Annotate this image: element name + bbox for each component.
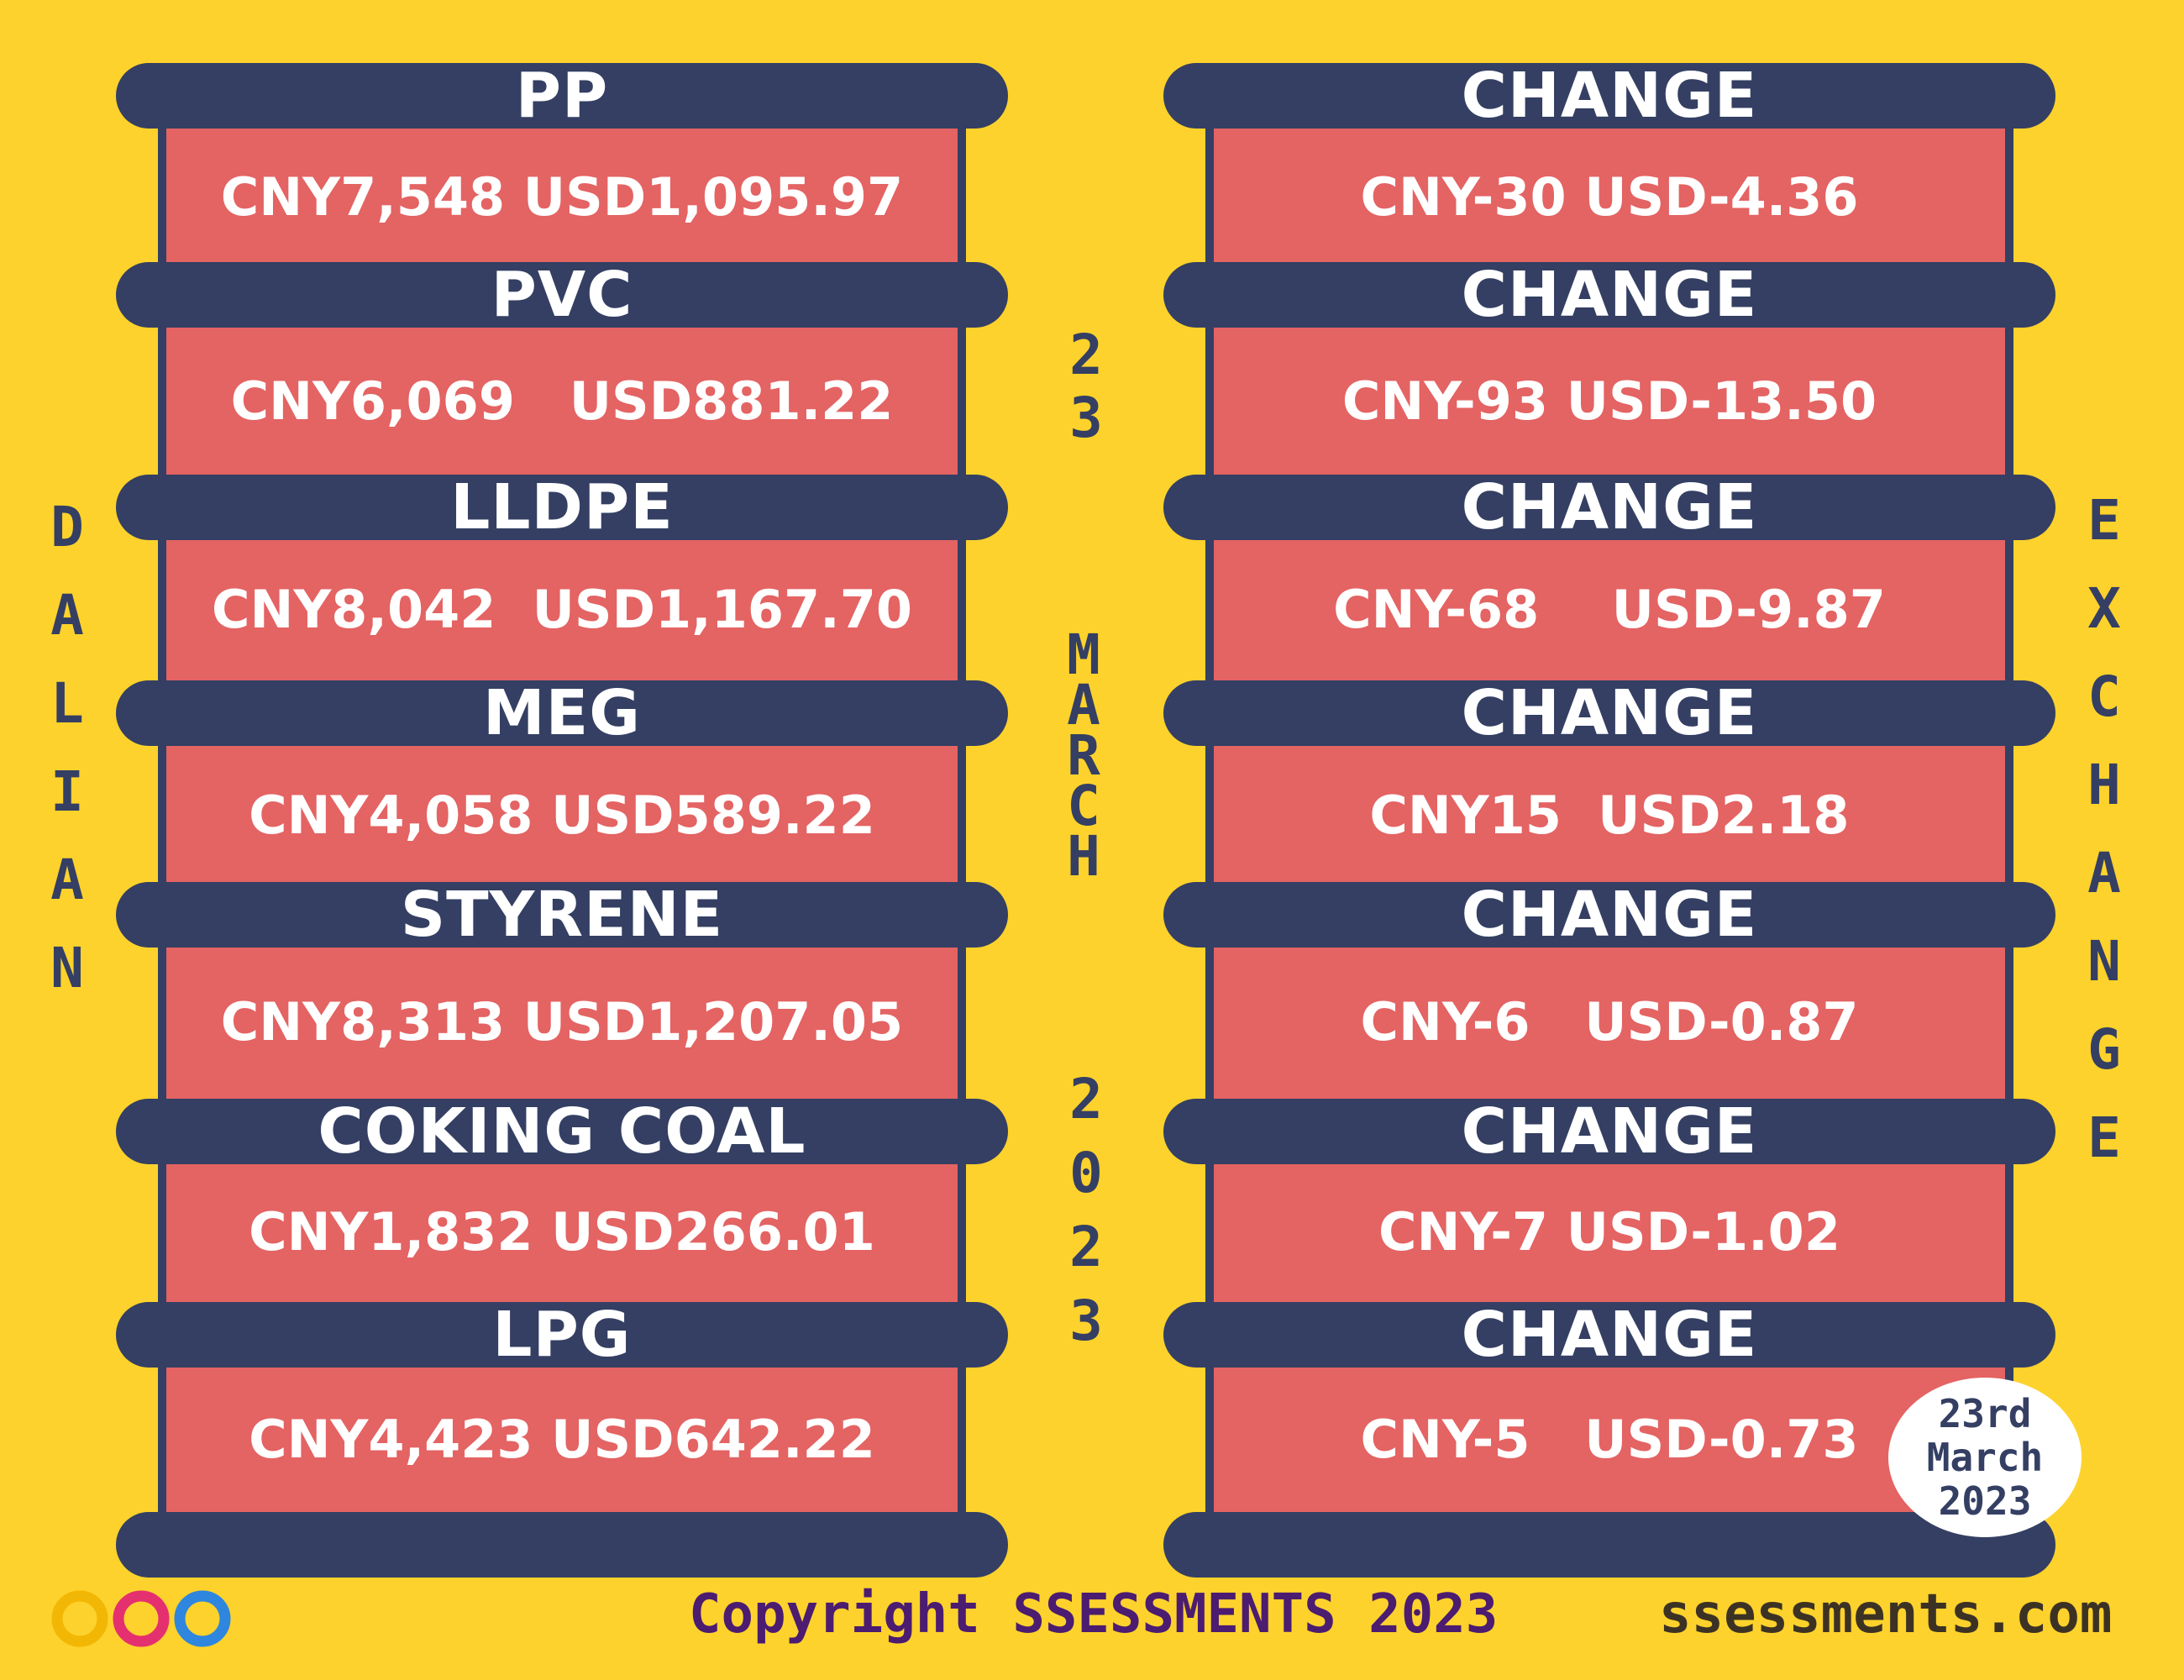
vertical-letter: M — [1067, 622, 1100, 687]
vertical-letter: H — [1067, 824, 1100, 889]
vertical-letter: X — [2087, 576, 2121, 641]
product-header-1: PP — [116, 63, 1008, 129]
date-badge-month: March — [1926, 1435, 2044, 1480]
change-header-3: CHANGE — [1163, 475, 2055, 540]
vertical-letter: E — [2087, 488, 2121, 553]
vertical-letter: 2 — [1069, 1215, 1103, 1279]
product-header-4: MEG — [116, 680, 1008, 746]
product-value-5: CNY8,313 USD1,207.05 — [158, 941, 966, 1103]
change-header-6: CHANGE — [1163, 1099, 2055, 1164]
vertical-letter: 2 — [1069, 1067, 1103, 1131]
date-badge-day: 23rd — [1938, 1391, 2032, 1436]
change-value-5: CNY-6 USD-0.87 — [1205, 941, 2013, 1103]
change-header-7: CHANGE — [1163, 1302, 2055, 1368]
product-bottom-bar — [116, 1512, 1008, 1578]
vertical-letter: N — [2087, 929, 2121, 994]
product-header-6: COKING COAL — [116, 1099, 1008, 1164]
change-header-1: CHANGE — [1163, 63, 2055, 129]
vertical-letter: H — [2087, 753, 2121, 817]
vertical-letter: A — [50, 583, 84, 648]
change-value-6: CNY-7 USD-1.02 — [1205, 1158, 2013, 1306]
vertical-letter: A — [2087, 841, 2121, 906]
website-link[interactable]: ssessments.com — [1659, 1583, 2113, 1646]
product-header-3: LLDPE — [116, 475, 1008, 540]
ssessments-logo-icon — [51, 1590, 231, 1647]
vertical-letter: A — [50, 848, 84, 912]
change-value-1: CNY-30 USD-4.36 — [1205, 126, 2013, 267]
vertical-letter: E — [2087, 1105, 2121, 1170]
change-value-7: CNY-5 USD-0.73 — [1205, 1362, 2013, 1516]
vertical-letter: 3 — [1069, 1289, 1103, 1353]
product-value-1: CNY7,548 USD1,095.97 — [158, 126, 966, 267]
vertical-letter: 2 — [1069, 323, 1103, 387]
date-badge: 23rd March 2023 — [1888, 1378, 2082, 1537]
vertical-letter: 0 — [1069, 1141, 1103, 1205]
change-header-5: CHANGE — [1163, 882, 2055, 948]
vertical-letter: C — [2087, 664, 2121, 729]
date-badge-year: 2023 — [1938, 1478, 2032, 1524]
vertical-letter: 3 — [1069, 386, 1103, 450]
change-bottom-bar — [1163, 1512, 2055, 1578]
change-header-2: CHANGE — [1163, 262, 2055, 328]
vertical-letter: G — [2087, 1017, 2121, 1082]
vertical-letter: L — [50, 671, 84, 736]
vertical-letter: N — [50, 936, 84, 1000]
change-header-4: CHANGE — [1163, 680, 2055, 746]
product-header-7: LPG — [116, 1302, 1008, 1368]
change-value-4: CNY15 USD2.18 — [1205, 743, 2013, 886]
product-value-3: CNY8,042 USD1,167.70 — [158, 533, 966, 685]
product-header-5: STYRENE — [116, 882, 1008, 948]
product-value-6: CNY1,832 USD266.01 — [158, 1158, 966, 1306]
change-value-3: CNY-68 USD-9.87 — [1205, 533, 2013, 685]
vertical-letter: C — [1067, 774, 1100, 838]
product-value-2: CNY6,069 USD881.22 — [158, 323, 966, 479]
product-value-4: CNY4,058 USD589.22 — [158, 743, 966, 886]
vertical-letter: D — [50, 495, 84, 559]
vertical-letter: I — [50, 759, 84, 824]
copyright-text: Copyright SSESSMENTS 2023 — [689, 1583, 1499, 1646]
change-value-2: CNY-93 USD-13.50 — [1205, 323, 2013, 479]
product-value-7: CNY4,423 USD642.22 — [158, 1362, 966, 1516]
vertical-letter: R — [1067, 723, 1100, 788]
vertical-letter: A — [1067, 673, 1100, 738]
product-header-2: PVC — [116, 262, 1008, 328]
